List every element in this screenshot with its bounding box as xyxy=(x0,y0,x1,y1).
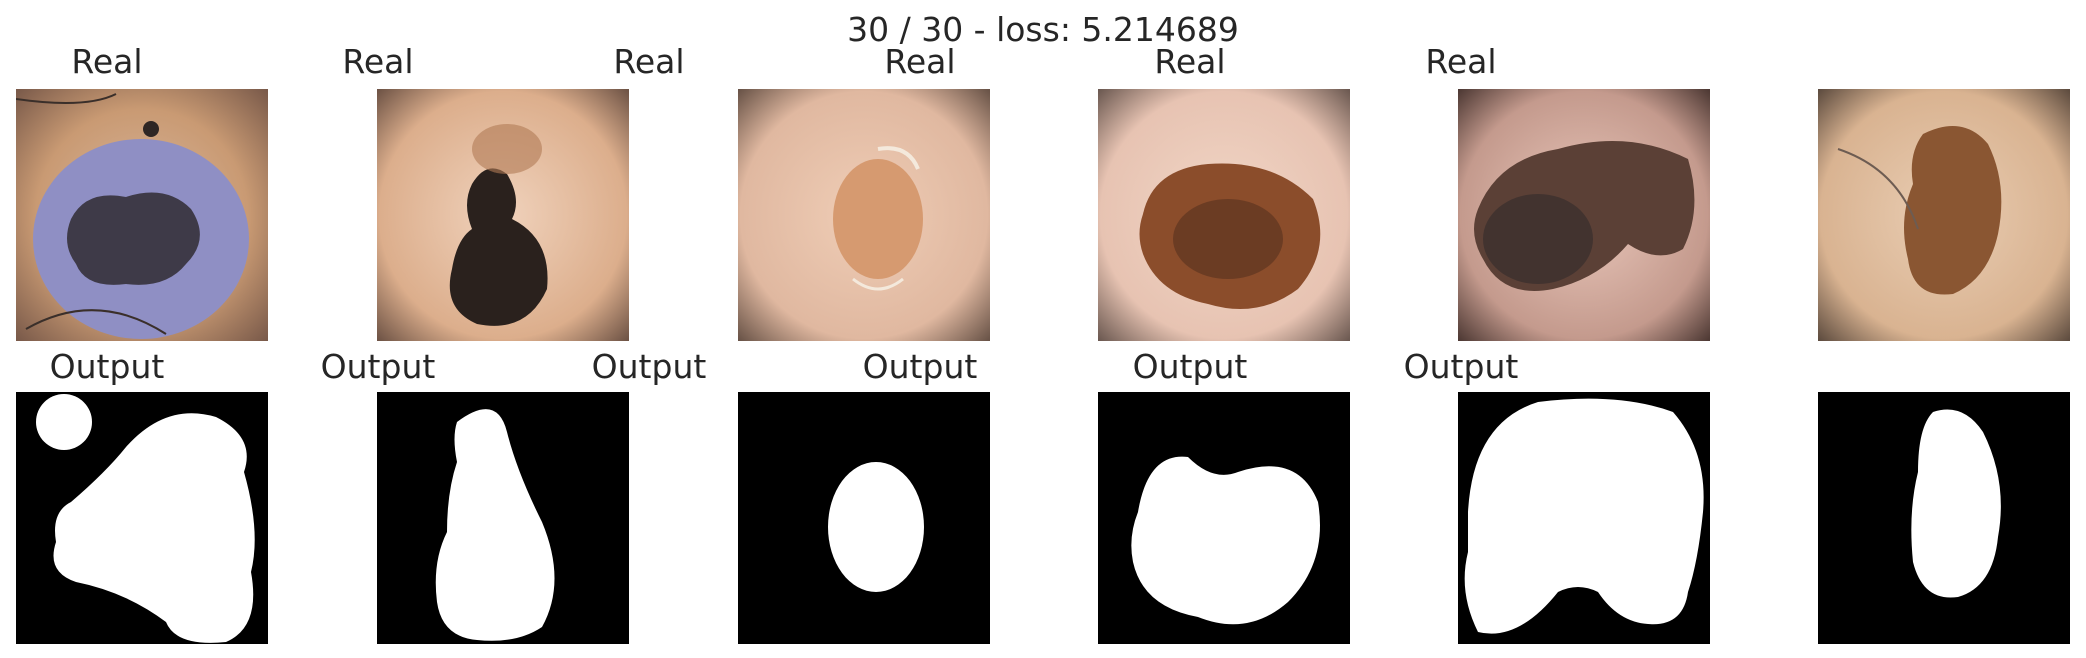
mask-5 xyxy=(1458,392,1710,644)
mask-6 xyxy=(1818,392,2070,644)
real-title-1: Real xyxy=(71,42,143,81)
output-title-6: Output xyxy=(1403,347,1519,386)
dermoscopy-lesion-5 xyxy=(1458,89,1710,341)
output-title-5: Output xyxy=(1132,347,1248,386)
output-title-1: Output xyxy=(49,347,165,386)
real-title-3: Real xyxy=(613,42,685,81)
output-title-4: Output xyxy=(862,347,978,386)
real-title-4: Real xyxy=(884,42,956,81)
mask-4 xyxy=(1098,392,1350,644)
output-mask-1 xyxy=(16,392,268,644)
output-mask-4 xyxy=(1098,392,1350,644)
real-image-1 xyxy=(16,89,268,341)
mask-2 xyxy=(377,392,629,644)
dermoscopy-lesion-2 xyxy=(377,89,629,341)
real-image-4 xyxy=(1098,89,1350,341)
dermoscopy-lesion-1 xyxy=(16,89,268,341)
output-title-3: Output xyxy=(591,347,707,386)
figure-title: 30 / 30 - loss: 5.214689 xyxy=(847,10,1239,49)
mask-3 xyxy=(738,392,990,644)
output-title-2: Output xyxy=(320,347,436,386)
real-image-6 xyxy=(1818,89,2070,341)
real-title-6: Real xyxy=(1425,42,1497,81)
real-image-2 xyxy=(377,89,629,341)
dermoscopy-lesion-4 xyxy=(1098,89,1350,341)
real-image-3 xyxy=(738,89,990,341)
real-title-2: Real xyxy=(342,42,414,81)
dermoscopy-lesion-3 xyxy=(738,89,990,341)
output-mask-3 xyxy=(738,392,990,644)
output-mask-5 xyxy=(1458,392,1710,644)
real-title-5: Real xyxy=(1154,42,1226,81)
output-mask-2 xyxy=(377,392,629,644)
dermoscopy-lesion-6 xyxy=(1818,89,2070,341)
mask-1 xyxy=(16,392,268,644)
output-mask-6 xyxy=(1818,392,2070,644)
real-image-5 xyxy=(1458,89,1710,341)
